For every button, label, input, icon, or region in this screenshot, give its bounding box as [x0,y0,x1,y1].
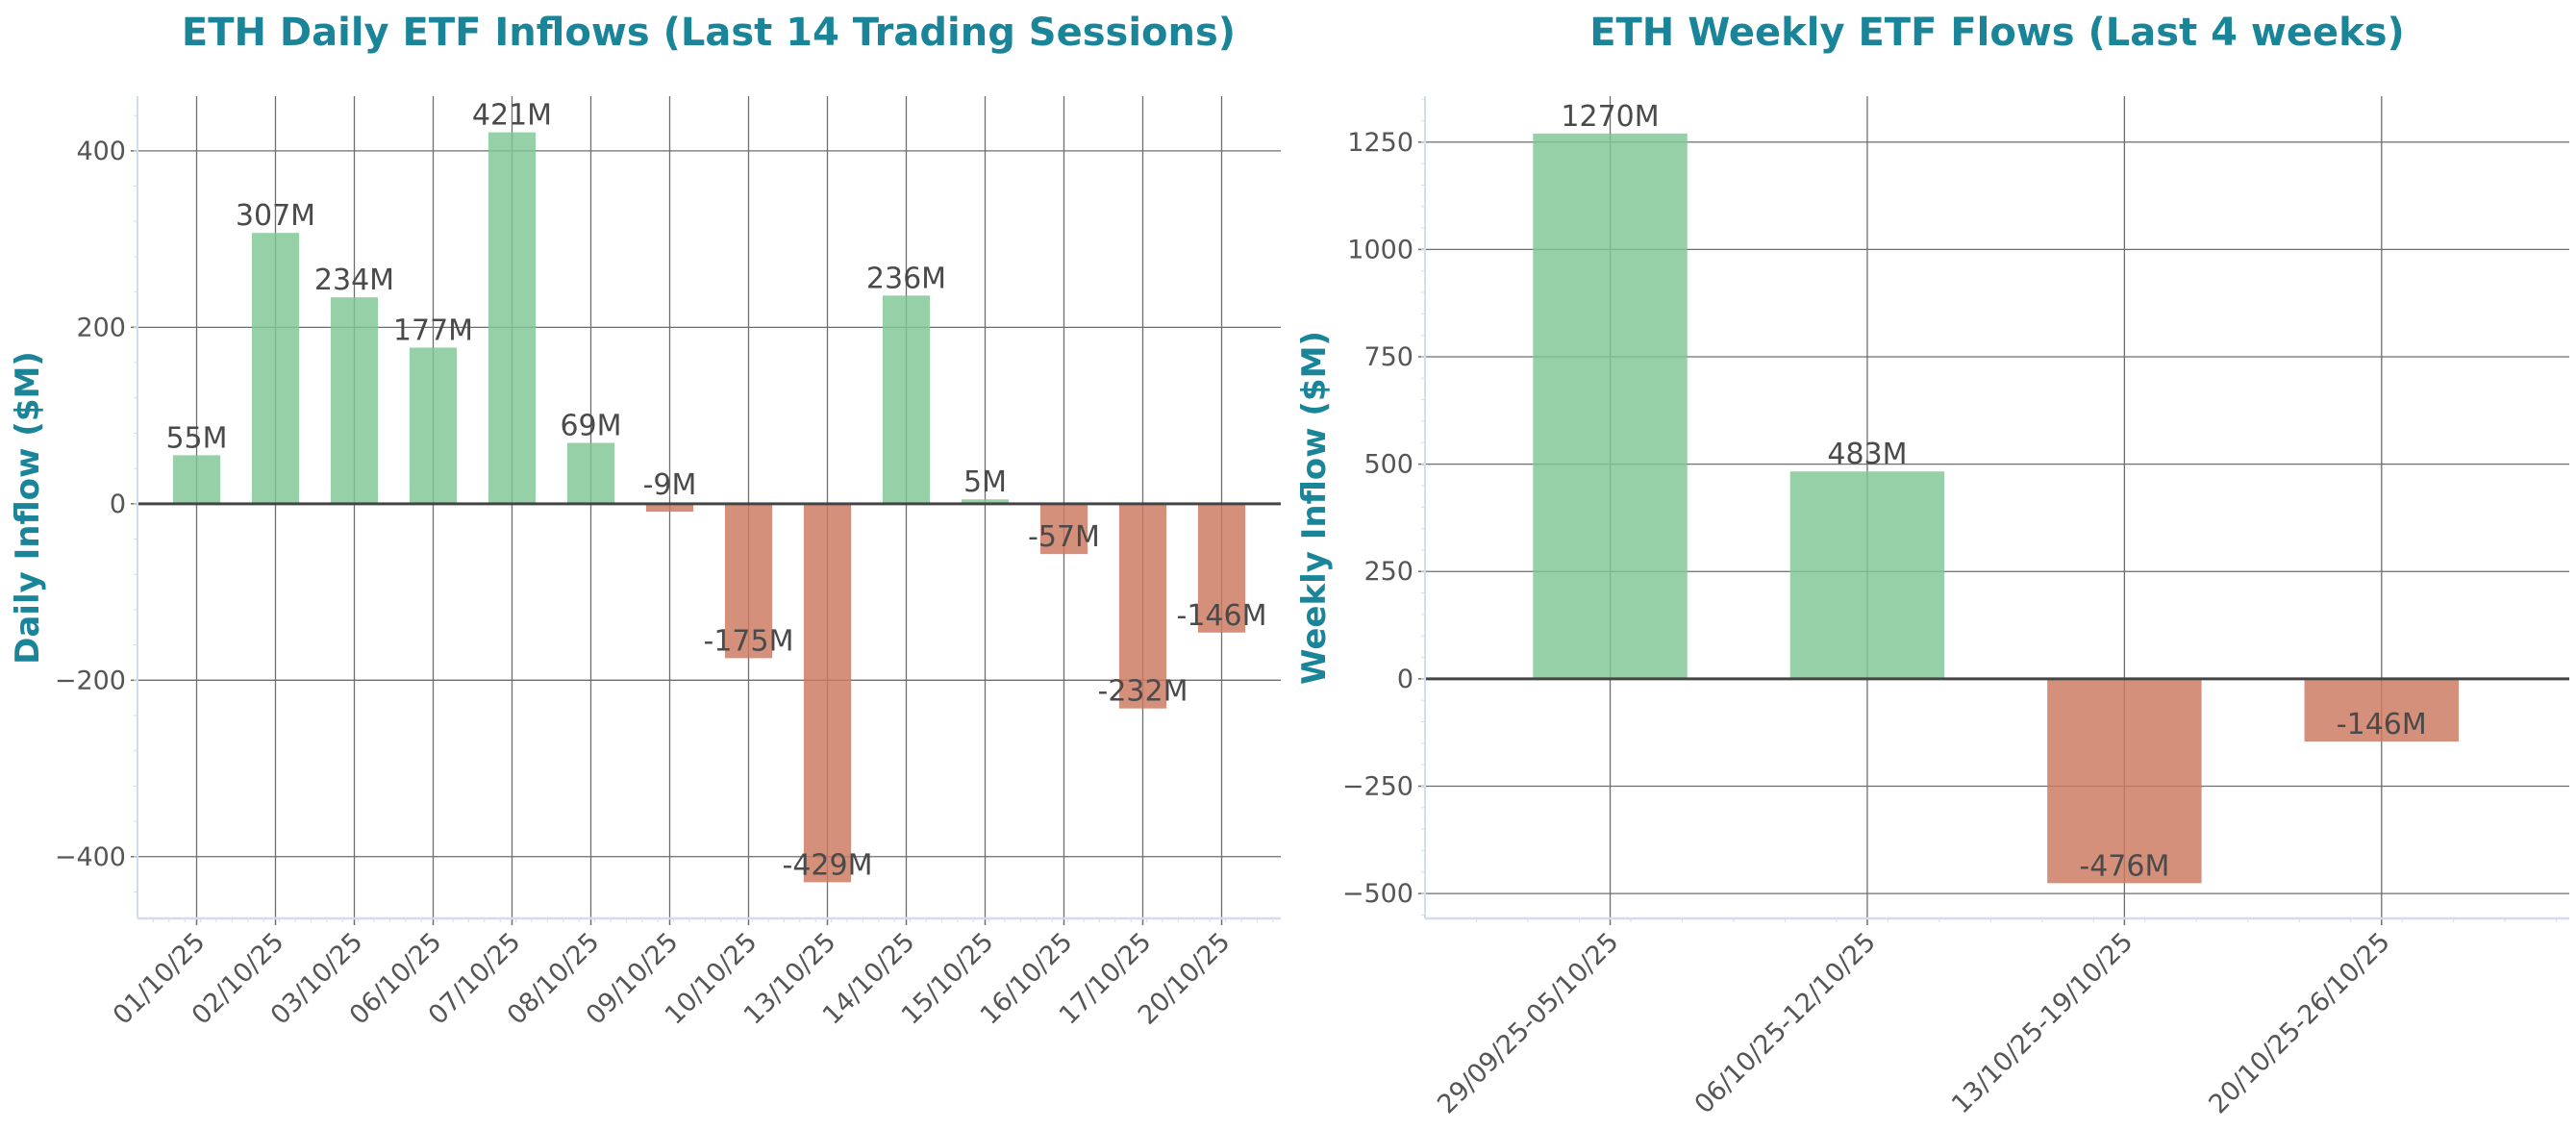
weekly-data-labels: 1270M 483M -476M -146M [1561,100,2426,884]
daily-bar-17/10/25 [1118,503,1167,709]
data-label: 307M [236,199,315,233]
daily-bars [172,132,1246,883]
y-tick-label: 250 [1363,557,1413,587]
weekly-bar-20/10/25-26/10/25 [2304,678,2460,742]
data-label: -146M [1177,599,1267,633]
data-label: 234M [314,264,394,297]
data-label: -476M [2079,849,2169,883]
weekly-chart-title: ETH Weekly ETF Flows (Last 4 weeks) [1589,11,2405,55]
y-tick-label: −250 [1342,771,1413,801]
data-label: -429M [783,848,873,882]
weekly-flows-panel: ETH Weekly ETF Flows (Last 4 weeks) Week… [1295,11,2569,1119]
daily-inflows-panel: ETH Daily ETF Inflows (Last 14 Trading S… [9,11,1281,1031]
x-tick-label: 29/09/25-05/10/25 [1432,927,1624,1119]
daily-bar-16/10/25 [1039,503,1088,555]
y-tick-label: −500 [1342,879,1413,909]
daily-axes: −400−200020040001/10/2502/10/2503/10/250… [55,96,1281,1031]
daily-data-labels: 55M 307M 234M 177M 421M 69M -9M -175M -429M 236M 5… [165,99,1266,883]
daily-bar-07/10/25 [488,132,537,504]
data-label: 421M [472,99,552,133]
y-tick-label: 1000 [1347,235,1413,264]
y-tick-label: 0 [110,490,126,519]
y-tick-label: −400 [55,842,126,872]
y-tick-label: 400 [76,137,126,166]
weekly-bar-06/10/25-12/10/25 [1789,471,1945,679]
daily-bar-02/10/25 [251,233,300,504]
weekly-bar-13/10/25-19/10/25 [2047,678,2202,884]
daily-bar-20/10/25 [1197,503,1246,633]
data-label: 5M [963,465,1007,499]
y-tick-label: −200 [55,665,126,695]
data-label: -232M [1098,675,1188,709]
daily-bar-15/10/25 [961,499,1010,504]
y-tick-label: 200 [76,313,126,342]
data-label: -175M [704,624,794,658]
daily-bar-03/10/25 [330,297,379,504]
daily-bar-01/10/25 [172,455,221,504]
daily-chart-title: ETH Daily ETF Inflows (Last 14 Trading S… [182,11,1236,55]
data-label: 177M [393,314,473,347]
daily-bar-09/10/25 [645,503,694,513]
data-label: 69M [560,410,621,443]
x-tick-label: 20/10/25-26/10/25 [2203,927,2395,1119]
daily-bar-13/10/25 [803,503,852,883]
y-tick-label: 500 [1363,450,1413,480]
data-label: 1270M [1561,100,1659,134]
y-tick-label: 750 [1363,342,1413,372]
y-tick-label: 0 [1397,665,1413,694]
daily-y-axis-label: Daily Inflow ($M) [9,351,47,665]
data-label: 55M [165,421,227,455]
data-label: -146M [2337,708,2427,741]
data-label: 483M [1827,438,1907,471]
data-label: -57M [1028,520,1100,554]
x-tick-label: 13/10/25-19/10/25 [1946,927,2138,1119]
weekly-bars [1533,133,2460,884]
x-tick-label: 06/10/25-12/10/25 [1689,927,1882,1119]
daily-bar-10/10/25 [724,503,773,659]
data-label: 236M [866,262,946,295]
daily-bar-06/10/25 [409,347,458,504]
daily-bar-08/10/25 [566,442,615,504]
daily-bar-14/10/25 [882,295,931,504]
y-tick-label: 1250 [1347,128,1413,158]
weekly-bar-29/09/25-05/10/25 [1533,133,1688,679]
data-label: -9M [643,468,697,502]
weekly-y-axis-label: Weekly Inflow ($M) [1295,331,1334,685]
